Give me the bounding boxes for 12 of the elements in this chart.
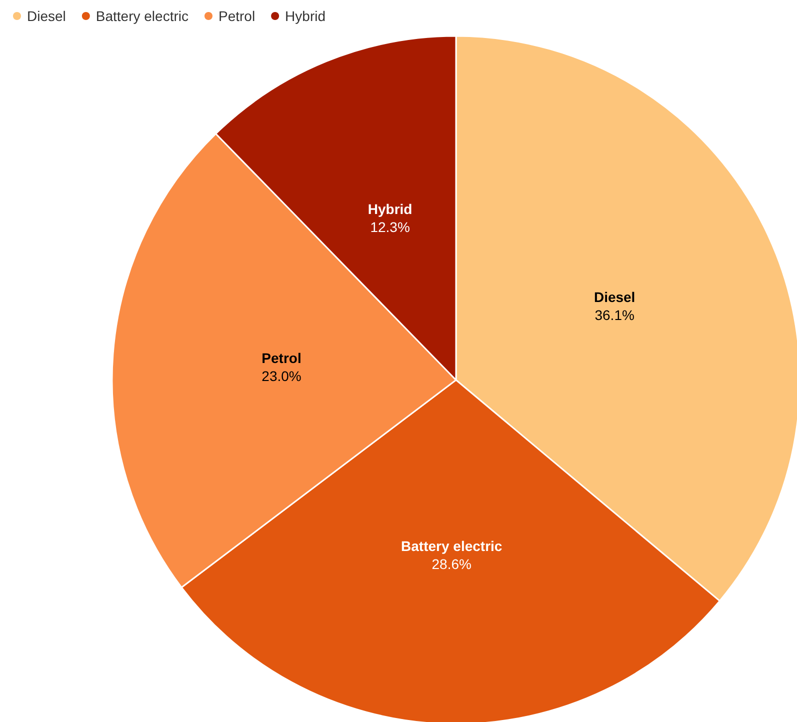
slice-label: Petrol [262,350,302,366]
slice-label: Hybrid [368,200,412,217]
legend-label: Hybrid [285,8,326,24]
slice-label: Battery electric [401,538,502,554]
data-label: 12.3% [370,218,410,235]
legend-label: Diesel [27,8,66,24]
data-label: 36.1% [594,306,634,323]
legend-label: Petrol [218,8,256,24]
legend-label: Battery electric [96,8,188,24]
data-label: 23.0% [262,368,302,384]
slice-label: Diesel [594,288,636,305]
data-label: 28.6% [432,556,472,572]
